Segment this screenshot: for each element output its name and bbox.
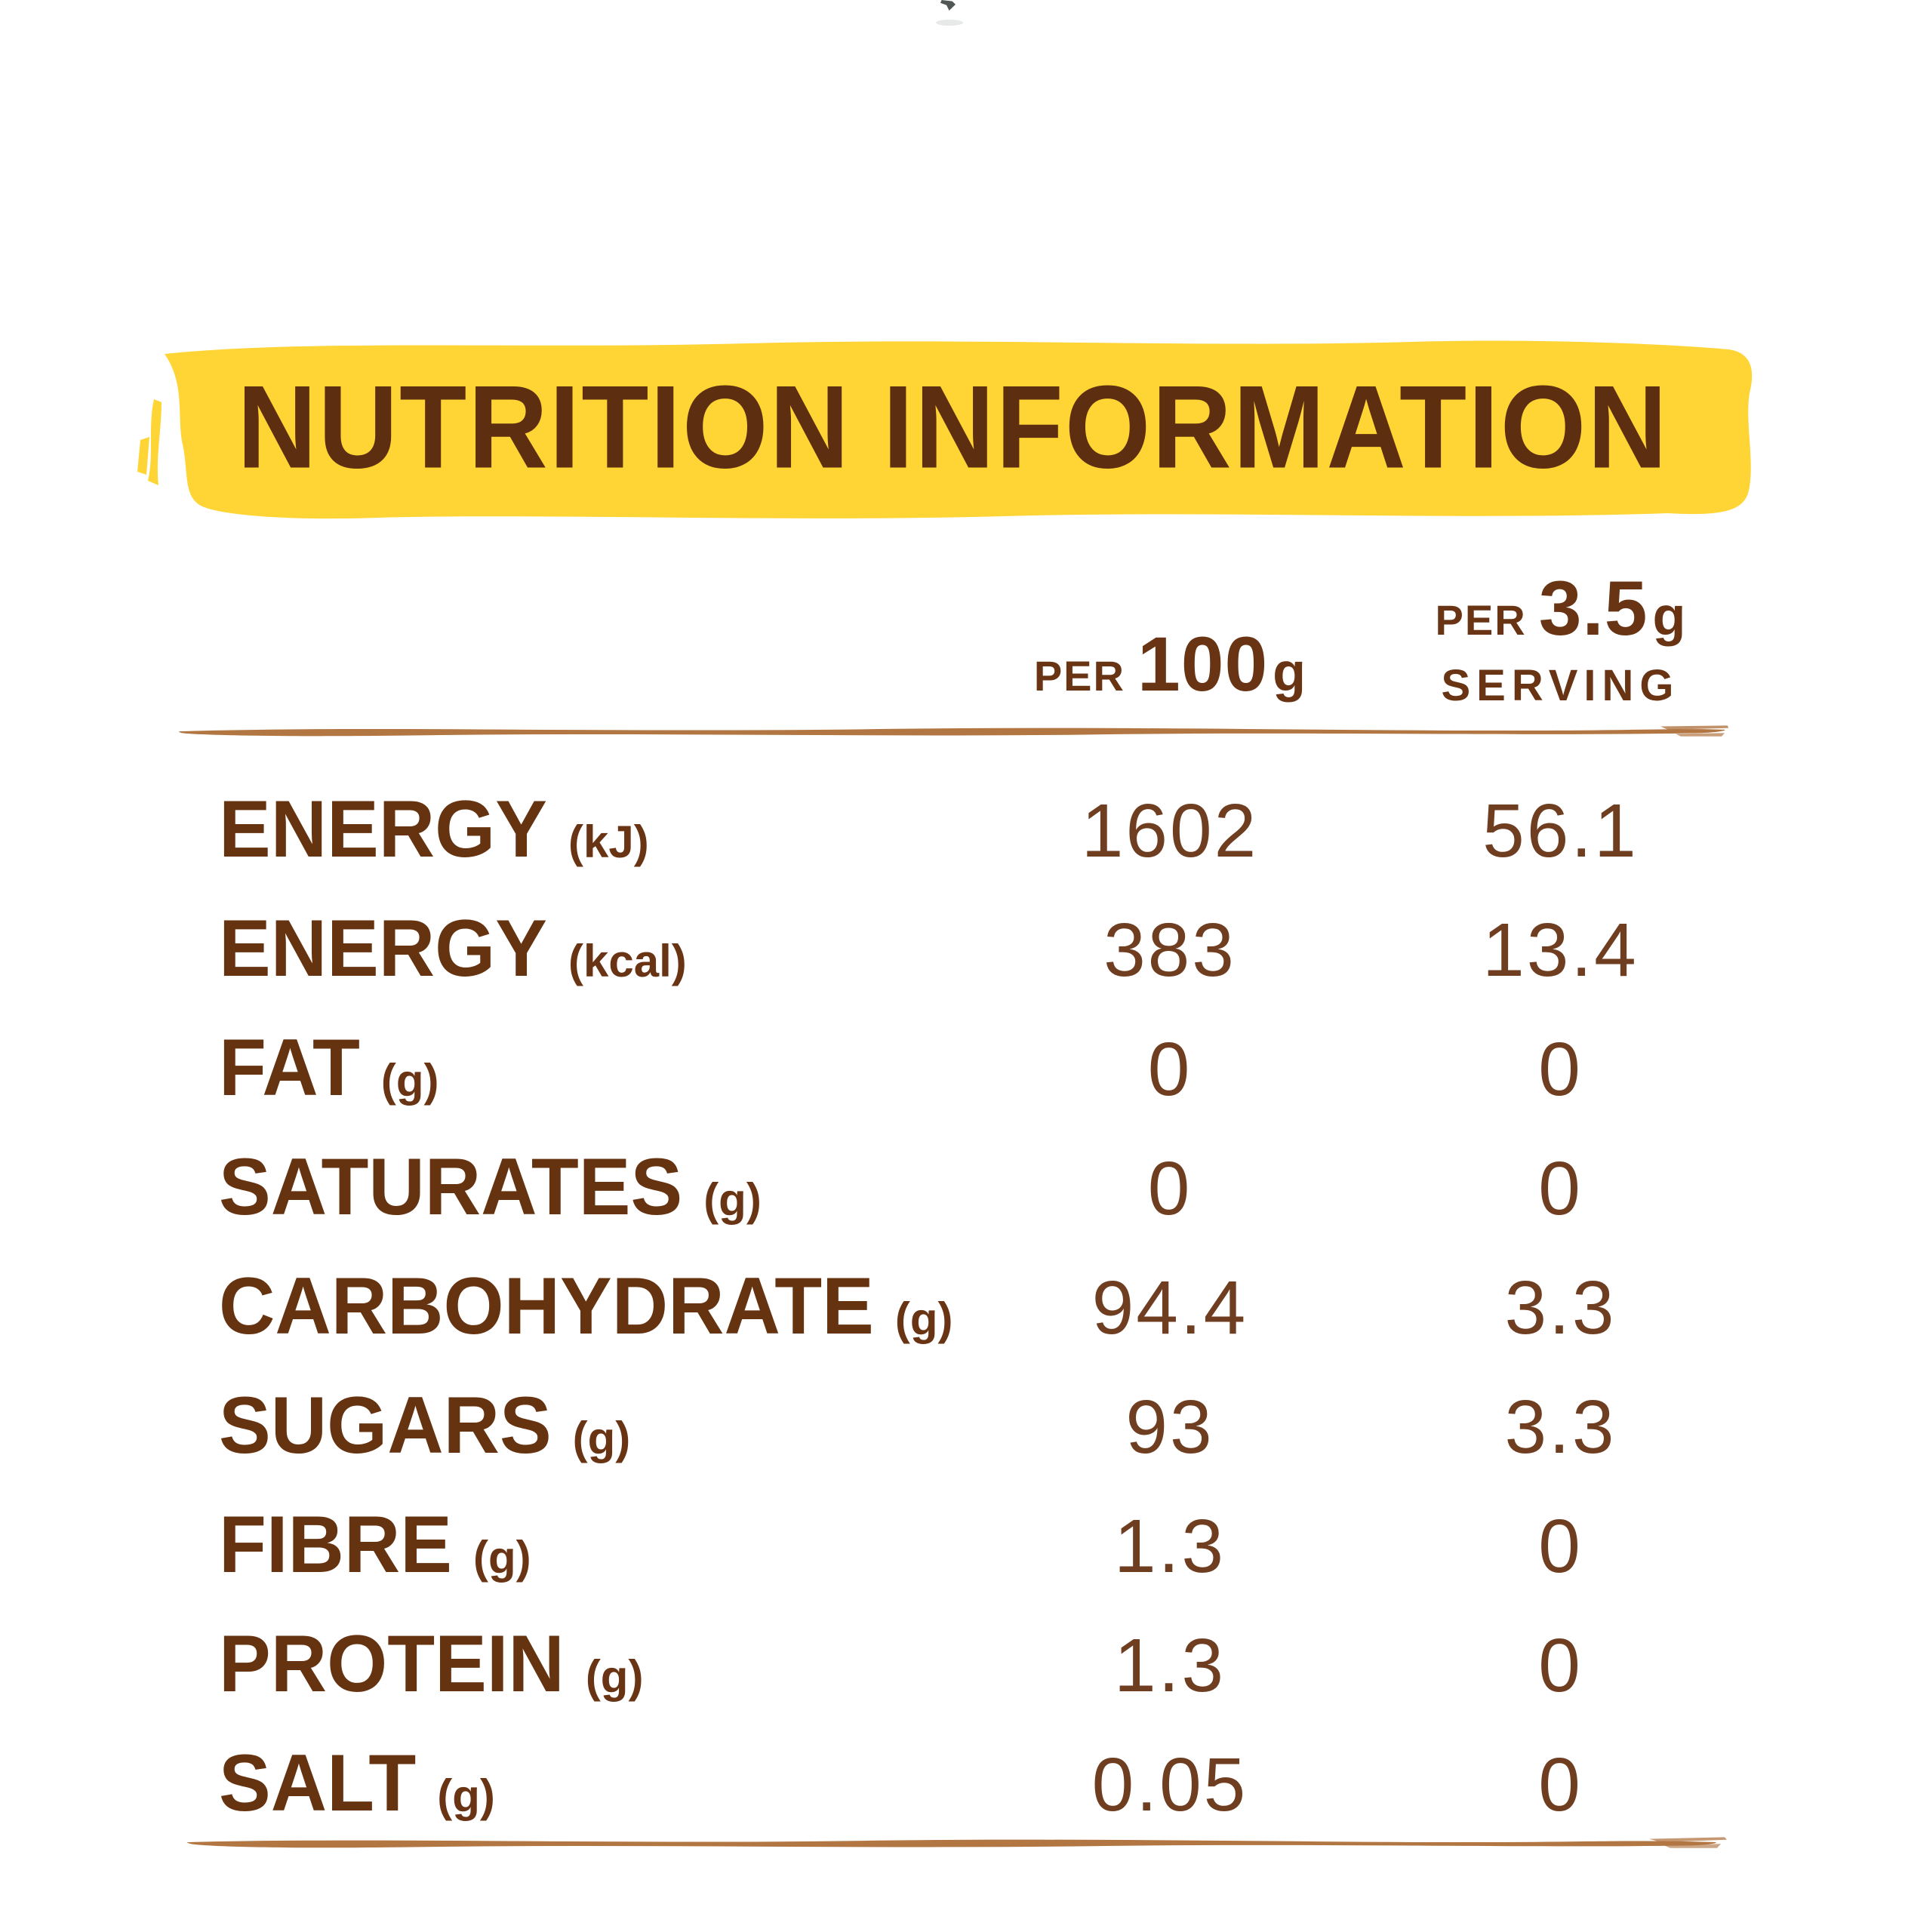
table-row-saturates: SATURATES (g) 0 0	[219, 1129, 1766, 1248]
value-per-100g: 1.3	[1113, 1503, 1226, 1589]
label-cell: FAT (g)	[219, 1022, 985, 1114]
label-cell: SUGARS (g)	[219, 1380, 985, 1472]
value-per-serving: 3.3	[1504, 1265, 1617, 1350]
label-cell: CARBOHYDRATE (g)	[219, 1260, 985, 1352]
nutrient-label: PROTEIN	[219, 1618, 565, 1709]
value-per-100g: 0	[1147, 1026, 1193, 1112]
per-serving-amount: 3.5	[1538, 565, 1648, 651]
per-serving-line2: SERVING	[1441, 661, 1680, 710]
per-100g-amount: 100	[1137, 621, 1269, 707]
value-per-100g: 1602	[1081, 788, 1259, 873]
label-cell: PROTEIN (g)	[219, 1618, 985, 1710]
nutrient-unit: (g)	[572, 1413, 631, 1463]
value-per-100g: 93	[1125, 1384, 1214, 1469]
table-row-fibre: FIBRE (g) 1.3 0	[219, 1487, 1766, 1606]
nutrient-label: FIBRE	[219, 1499, 452, 1589]
label-cell: SATURATES (g)	[219, 1141, 985, 1233]
nutrient-label: ENERGY	[219, 903, 547, 993]
nutrient-label: ENERGY	[219, 783, 547, 874]
value-per-serving: 0	[1538, 1742, 1583, 1827]
table-row-energy-kj: ENERGY (kJ) 1602 56.1	[219, 771, 1766, 891]
table-row-sugars: SUGARS (g) 93 3.3	[219, 1367, 1766, 1487]
per-100g-prefix: PER	[1033, 652, 1125, 700]
per-serving-prefix: PER	[1435, 596, 1527, 644]
bottom-divider-line	[185, 1834, 1728, 1850]
header-divider-line	[177, 722, 1728, 739]
nutrient-label: FAT	[219, 1022, 360, 1112]
nutrient-label: SATURATES	[219, 1141, 683, 1232]
table-row-fat: FAT (g) 0 0	[219, 1010, 1766, 1129]
value-per-serving: 3.3	[1504, 1384, 1617, 1469]
value-per-serving: 13.4	[1482, 907, 1639, 992]
nutrient-label: CARBOHYDRATE	[219, 1260, 874, 1351]
nutrition-table: ENERGY (kJ) 1602 56.1 ENERGY (kcal) 383 …	[219, 771, 1766, 1844]
value-per-serving: 0	[1538, 1026, 1583, 1112]
label-cell: ENERGY (kcal)	[219, 903, 985, 995]
nutrient-label: SALT	[219, 1737, 417, 1828]
title-banner: NUTRITION INFORMATION	[128, 327, 1777, 527]
top-artifact-smudge	[936, 20, 963, 26]
per-100g-unit: g	[1273, 642, 1306, 703]
label-cell: SALT (g)	[219, 1737, 985, 1829]
value-per-100g: 0	[1147, 1146, 1193, 1231]
table-row-protein: PROTEIN (g) 1.3 0	[219, 1606, 1766, 1725]
nutrient-label: SUGARS	[219, 1380, 552, 1470]
per-serving-line1: PER 3.5g	[1355, 565, 1766, 653]
nutrient-unit: (g)	[703, 1174, 762, 1225]
nutrient-unit: (g)	[473, 1532, 531, 1583]
nutrient-unit: (g)	[437, 1770, 495, 1821]
nutrient-unit: (g)	[894, 1294, 953, 1344]
nutrient-unit: (g)	[380, 1055, 439, 1106]
value-per-100g: 383	[1103, 907, 1236, 992]
title-highlight-brushstroke	[137, 340, 1753, 519]
nutrient-unit: (g)	[585, 1651, 644, 1702]
value-per-serving: 0	[1538, 1503, 1583, 1589]
nutrient-unit: (kJ)	[568, 817, 649, 867]
label-cell: FIBRE (g)	[219, 1499, 985, 1591]
table-row-energy-kcal: ENERGY (kcal) 383 13.4	[219, 891, 1766, 1010]
table-row-salt: SALT (g) 0.05 0	[219, 1725, 1766, 1844]
value-per-100g: 94.4	[1091, 1265, 1248, 1350]
value-per-100g: 0.05	[1091, 1742, 1248, 1827]
top-artifact-mark	[940, 0, 956, 11]
table-row-carbohydrate: CARBOHYDRATE (g) 94.4 3.3	[219, 1248, 1766, 1367]
page-title: NUTRITION INFORMATION	[237, 360, 1669, 493]
value-per-serving: 56.1	[1482, 788, 1639, 873]
value-per-100g: 1.3	[1113, 1623, 1226, 1708]
value-per-serving: 0	[1538, 1146, 1583, 1231]
per-serving-unit: g	[1652, 586, 1686, 647]
nutrient-unit: (kcal)	[568, 936, 687, 986]
column-header-per-serving: PER 3.5g SERVING	[1355, 565, 1766, 711]
label-cell: ENERGY (kJ)	[219, 783, 985, 875]
value-per-serving: 0	[1538, 1623, 1583, 1708]
column-header-per-100g: PER 100g	[985, 620, 1355, 709]
per-100g-line: PER 100g	[985, 620, 1355, 709]
